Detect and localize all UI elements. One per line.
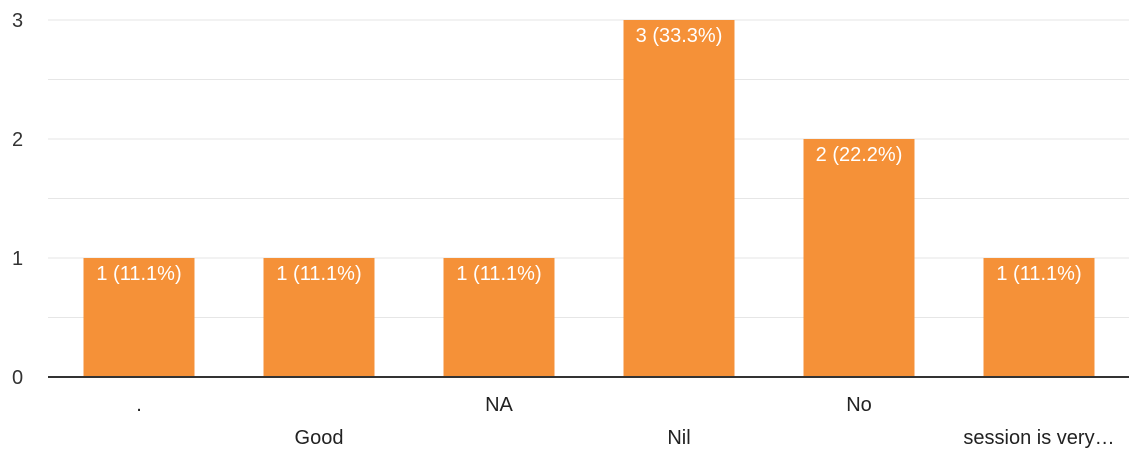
x-tick-label: Good (295, 427, 344, 449)
x-tick-label: NA (485, 394, 513, 416)
data-labels: 1 (11.1%) 1 (11.1%) 1 (11.1%) 3 (33.3%) 2 (2… (96, 25, 1081, 285)
y-axis-ticks: 0 1 2 3 (12, 10, 23, 389)
bar (623, 20, 735, 377)
bar (263, 258, 375, 377)
x-tick-label: No (846, 394, 872, 416)
bar-value-label: 1 (11.1%) (96, 263, 181, 285)
bar (983, 258, 1095, 377)
x-tick-label: Nil (667, 427, 690, 449)
bar (83, 258, 195, 377)
bar-value-label: 2 (22.2%) (816, 144, 903, 166)
bar-value-label: 1 (11.1%) (996, 263, 1081, 285)
y-tick-label: 1 (12, 248, 23, 270)
gridlines (48, 19, 1129, 318)
x-tick-label: . (136, 394, 142, 416)
bar-value-label: 3 (33.3%) (636, 25, 723, 47)
bar-value-label: 1 (11.1%) (456, 263, 541, 285)
y-tick-label: 0 (12, 367, 23, 389)
bar-value-label: 1 (11.1%) (276, 263, 361, 285)
x-tick-label: session is very… (963, 427, 1114, 449)
bar (803, 139, 915, 377)
bars (83, 20, 1095, 377)
x-axis-ticks: . Good NA Nil No session is very… (136, 394, 1114, 449)
bar (443, 258, 555, 377)
y-tick-label: 2 (12, 129, 23, 151)
y-tick-label: 3 (12, 10, 23, 32)
